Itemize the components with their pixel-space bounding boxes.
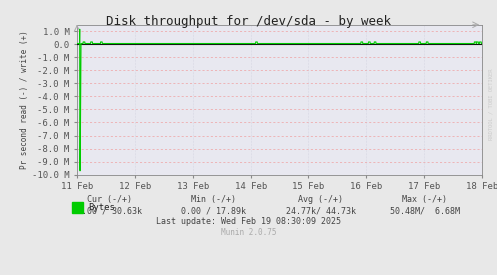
Text: Disk throughput for /dev/sda - by week: Disk throughput for /dev/sda - by week	[106, 15, 391, 28]
Text: 24.77k/ 44.73k: 24.77k/ 44.73k	[286, 206, 355, 215]
Text: Avg (-/+): Avg (-/+)	[298, 195, 343, 204]
Text: Min (-/+): Min (-/+)	[191, 195, 236, 204]
Text: Last update: Wed Feb 19 08:30:09 2025: Last update: Wed Feb 19 08:30:09 2025	[156, 217, 341, 226]
Text: 50.48M/  6.68M: 50.48M/ 6.68M	[390, 206, 460, 215]
Text: Munin 2.0.75: Munin 2.0.75	[221, 228, 276, 237]
Text: Max (-/+): Max (-/+)	[403, 195, 447, 204]
Text: RRDTOOL / TOBI OETIKER: RRDTOOL / TOBI OETIKER	[489, 69, 494, 140]
Text: Cur (-/+): Cur (-/+)	[87, 195, 132, 204]
Text: 0.00 / 17.89k: 0.00 / 17.89k	[181, 206, 246, 215]
Text: Bytes: Bytes	[88, 203, 115, 212]
Text: 0.00 / 30.63k: 0.00 / 30.63k	[77, 206, 142, 215]
Y-axis label: Pr second read (-) / write (+): Pr second read (-) / write (+)	[20, 30, 29, 169]
